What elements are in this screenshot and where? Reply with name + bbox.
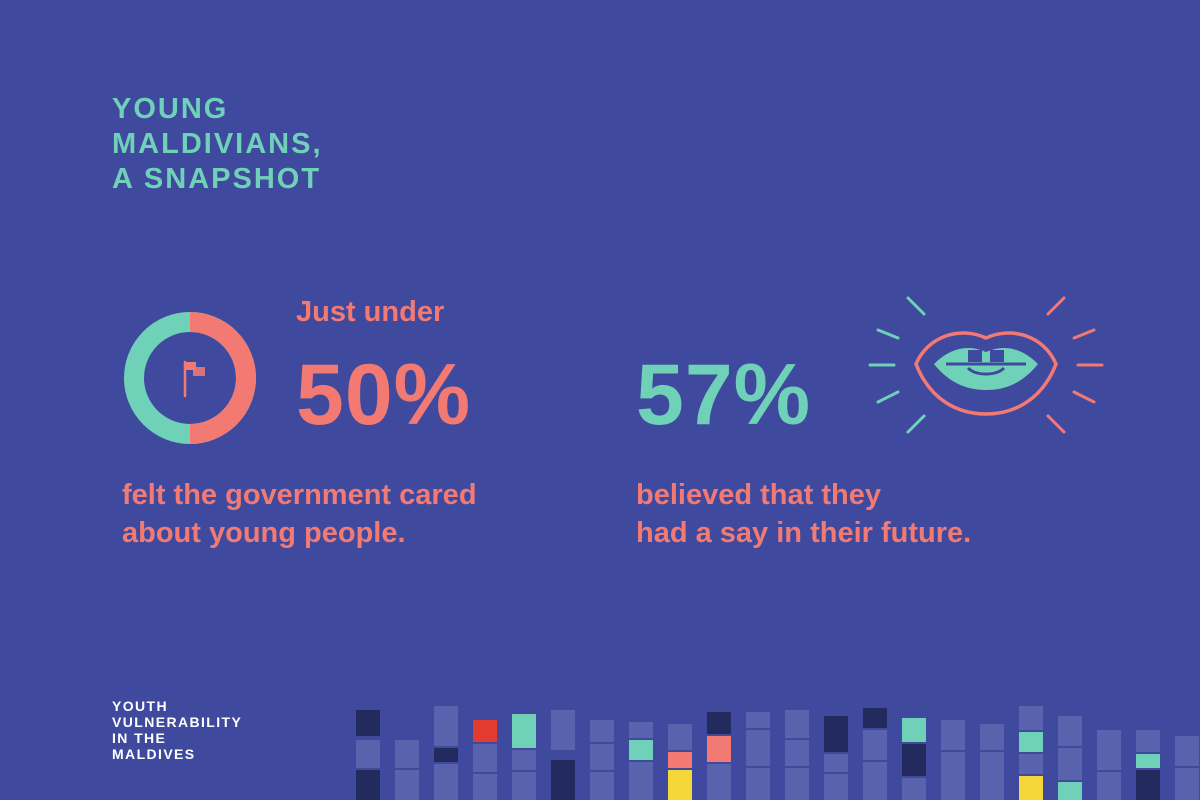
decorative-bar-segment <box>1136 730 1160 752</box>
footer-line-2: VULNERABILITY <box>112 714 243 730</box>
decorative-bar-segment <box>902 744 926 776</box>
title-line-3: A SNAPSHOT <box>112 163 322 195</box>
mouth-icon <box>868 296 1104 434</box>
decorative-bar-segment <box>824 754 848 772</box>
decorative-bar-segment <box>356 740 380 768</box>
decorative-bar-segment <box>746 768 770 800</box>
decorative-bar-segment <box>1019 706 1043 730</box>
stat-left-description: felt the government cared about young pe… <box>122 476 477 552</box>
footer-label: YOUTH VULNERABILITY IN THE MALDIVES <box>112 698 242 762</box>
decorative-bar-segment <box>668 752 692 768</box>
decorative-bar-segment <box>1175 768 1199 800</box>
decorative-bar-segment <box>746 712 770 728</box>
decorative-bar-segment <box>1058 716 1082 746</box>
decorative-bar-segment <box>902 718 926 742</box>
decorative-bar-segment <box>473 774 497 800</box>
decorative-bar-segment <box>668 724 692 750</box>
decorative-bar-segment <box>863 762 887 800</box>
page-title: YOUNG MALDIVIANS, A SNAPSHOT <box>112 92 323 197</box>
stat-right-description-line-2: had a say in their future. <box>636 517 972 549</box>
decorative-bar-segment <box>707 736 731 762</box>
decorative-bar-segment <box>746 730 770 766</box>
stat-right-description: believed that they had a say in their fu… <box>636 476 971 552</box>
decorative-bar-segment <box>356 770 380 800</box>
footer-line-3: IN THE <box>112 730 167 746</box>
decorative-bar-segment <box>1097 730 1121 770</box>
decorative-bar-segment <box>512 772 536 800</box>
decorative-bars <box>356 706 1199 800</box>
decorative-bar-segment <box>941 720 965 750</box>
decorative-bar-segment <box>1136 754 1160 768</box>
decorative-bar-segment <box>785 768 809 800</box>
decorative-bar-segment <box>512 750 536 770</box>
decorative-bar-segment <box>356 710 380 736</box>
decorative-bar-segment <box>512 714 536 748</box>
decorative-bar-segment <box>551 710 575 750</box>
stat-left-description-line-2: about young people. <box>122 517 406 549</box>
decorative-bar-segment <box>395 740 419 768</box>
decorative-bar-segment <box>824 774 848 800</box>
title-line-1: YOUNG <box>112 93 229 125</box>
decorative-bar-segment <box>707 712 731 734</box>
decorative-bar-segment <box>1058 748 1082 780</box>
decorative-bar-segment <box>629 740 653 760</box>
title-line-2: MALDIVIANS, <box>112 128 323 160</box>
footer-line-1: YOUTH <box>112 698 168 714</box>
decorative-bar-segment <box>629 722 653 738</box>
decorative-bar-segment <box>785 740 809 766</box>
stat-left-description-line-1: felt the government cared <box>122 479 477 511</box>
decorative-bar-segment <box>863 730 887 760</box>
decorative-bar-segment <box>551 760 575 800</box>
decorative-bar-segment <box>473 744 497 772</box>
donut-chart <box>124 312 256 444</box>
decorative-bar-segment <box>1058 782 1082 800</box>
decorative-bar-segment <box>590 772 614 800</box>
decorative-bar-segment <box>941 752 965 800</box>
decorative-bar-segment <box>395 770 419 800</box>
decorative-bar-segment <box>434 764 458 800</box>
decorative-bar-segment <box>1136 770 1160 800</box>
stat-left-value: 50% <box>296 347 472 443</box>
decorative-bar-segment <box>590 720 614 742</box>
decorative-bar-segment <box>1019 754 1043 774</box>
decorative-bar-segment <box>707 764 731 800</box>
donut-coral-segment <box>189 312 256 444</box>
decorative-bar-segment <box>1175 736 1199 766</box>
decorative-bar-segment <box>434 748 458 762</box>
decorative-bar-segment <box>629 762 653 800</box>
decorative-bar-segment <box>590 744 614 770</box>
decorative-bar-segment <box>824 716 848 752</box>
decorative-bar-segment <box>473 720 497 742</box>
decorative-bar-segment <box>1019 776 1043 800</box>
stat-right-value: 57% <box>636 347 812 443</box>
decorative-bar-segment <box>785 710 809 738</box>
stat-right-description-line-1: believed that they <box>636 479 881 511</box>
decorative-bar-segment <box>980 724 1004 750</box>
decorative-bar-segment <box>980 752 1004 800</box>
stat-left-lead: Just under <box>296 296 445 328</box>
decorative-bar-segment <box>1097 772 1121 800</box>
decorative-bar-segment <box>668 770 692 800</box>
decorative-bar-segment <box>1019 732 1043 752</box>
flag-icon <box>183 360 205 398</box>
decorative-bar-segment <box>863 708 887 728</box>
decorative-bar-segment <box>902 778 926 800</box>
footer-line-4: MALDIVES <box>112 746 196 762</box>
decorative-bar-segment <box>434 706 458 746</box>
